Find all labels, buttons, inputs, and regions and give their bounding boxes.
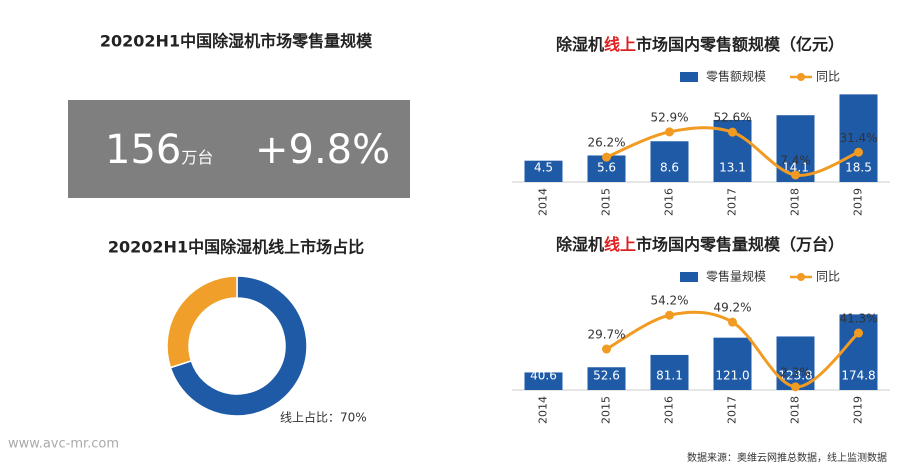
point-label: 26.2% [587,136,625,150]
bar [587,367,626,390]
website: www.avc-mr.com [8,437,119,452]
legend-swatch [797,73,805,81]
line-point [854,147,863,157]
line-point [791,170,800,180]
line-point [602,152,611,162]
x-tick-label: 2017 [726,188,739,216]
x-tick-label: 2016 [663,188,676,216]
point-label: 7.4% [780,153,811,167]
legend-swatch [680,272,698,282]
x-tick-label: 2014 [537,188,550,216]
bar [839,314,878,390]
kpi-value: 156万台 [105,127,213,173]
bar [650,354,689,390]
bar-label: 14.1 [782,161,809,175]
slice-label: 线上占比：70% [280,410,367,425]
line-point [791,382,800,392]
bar-label: 52.6 [593,369,620,383]
source-note: 数据来源：奥维云网推总数据，线上监测数据 [687,451,887,464]
x-tick-label: 2019 [852,188,865,216]
kpi-title: 20202H1中国除湿机市场零售量规模 [100,32,373,51]
point-label: 49.2% [713,301,751,315]
bar [524,372,563,390]
bar [650,141,689,182]
legend-label: 零售额规模 [706,69,766,84]
legend-label: 零售量规模 [706,269,766,284]
chart-title: 除湿机线上市场国内零售额规模（亿元） [556,35,844,54]
point-label: 31.4% [839,131,877,145]
line-point [728,317,737,327]
legend-swatch [797,273,805,281]
donut-slice [166,275,238,369]
point-label: 52.6% [713,111,751,125]
bar [713,337,752,390]
point-label: 54.2% [650,294,688,308]
legend-label: 同比 [816,70,840,84]
point-label: 29.7% [587,328,625,342]
bar [524,160,563,182]
x-tick-label: 2019 [852,396,865,424]
bar-label: 18.5 [845,161,872,175]
x-tick-label: 2016 [663,396,676,424]
x-tick-label: 2018 [789,396,802,424]
point-label: 2.3% [780,365,811,379]
bar-label: 13.1 [719,161,746,175]
x-tick-label: 2018 [789,188,802,216]
bar-label: 40.6 [530,369,557,383]
line-point [665,127,674,137]
line-point [665,310,674,320]
point-label: 52.9% [650,110,688,124]
bar-label: 121.0 [715,369,749,383]
x-tick-label: 2014 [537,396,550,424]
x-tick-label: 2017 [726,396,739,424]
kpi-box [68,100,410,198]
line-point [728,127,737,137]
bar-label: 5.6 [597,161,616,175]
legend-label: 同比 [816,270,840,284]
x-tick-label: 2015 [600,188,613,216]
x-tick-label: 2015 [600,396,613,424]
kpi-growth: +9.8% [255,127,390,173]
legend-swatch [680,72,698,82]
donut-slice [169,275,308,417]
donut-title: 20202H1中国除湿机线上市场占比 [108,238,364,257]
bar-label: 8.6 [660,161,679,175]
bar-label: 123.8 [778,369,812,383]
bar-label: 4.5 [534,161,553,175]
line-point [602,344,611,354]
bar-label: 174.8 [841,369,875,383]
line-point [854,328,863,338]
bar-label: 81.1 [656,369,683,383]
bar [839,94,878,182]
chart-title: 除湿机线上市场国内零售量规模（万台） [556,235,844,254]
point-label: 41.3% [839,312,877,326]
